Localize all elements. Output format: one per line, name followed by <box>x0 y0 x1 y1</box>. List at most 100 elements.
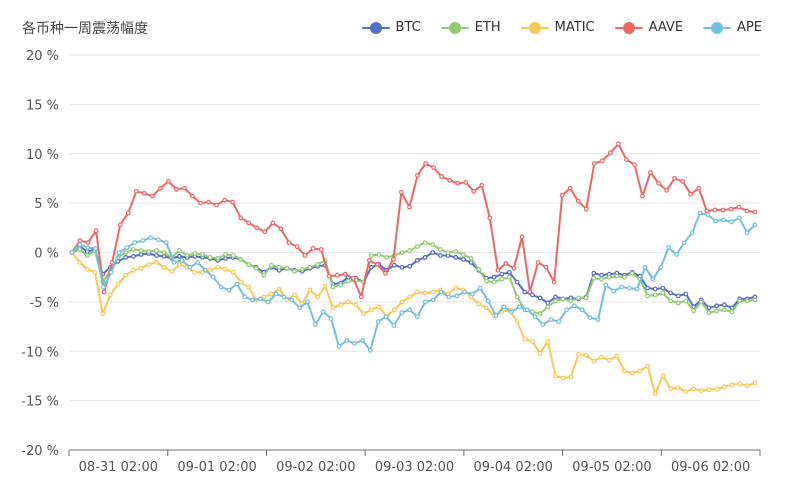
data-point <box>736 215 742 221</box>
data-point <box>706 387 712 393</box>
data-point <box>238 215 244 221</box>
data-point <box>161 250 167 255</box>
data-point <box>77 247 83 252</box>
data-point <box>84 253 90 258</box>
data-point <box>310 246 316 251</box>
data-point <box>704 208 710 214</box>
data-point <box>729 309 735 315</box>
data-point <box>697 210 703 216</box>
data-point <box>132 240 138 246</box>
data-point <box>238 279 244 285</box>
y-tick-label: 20 % <box>26 49 59 64</box>
data-point <box>92 269 98 275</box>
data-point <box>728 206 734 212</box>
data-point <box>101 289 107 295</box>
data-point <box>556 319 562 325</box>
data-point <box>752 209 758 215</box>
data-point <box>491 274 497 280</box>
data-point <box>606 357 612 363</box>
data-point <box>599 158 605 164</box>
data-point <box>153 260 159 265</box>
data-point <box>713 218 719 224</box>
legend-marker-icon <box>614 21 643 34</box>
data-point <box>190 193 195 199</box>
data-point <box>530 339 535 344</box>
data-point <box>484 305 489 311</box>
data-point <box>246 284 251 290</box>
data-point <box>334 272 340 278</box>
data-point <box>117 222 123 228</box>
data-point <box>344 338 350 343</box>
data-point <box>438 253 443 258</box>
data-point <box>153 253 159 258</box>
data-point <box>273 291 279 297</box>
legend[interactable]: BTC ETH MATIC AAVE APE <box>361 20 762 35</box>
data-point <box>477 285 483 291</box>
data-point <box>499 276 505 282</box>
x-tick-label: 08-31 02:00 <box>79 460 158 475</box>
data-point <box>422 240 428 246</box>
data-point <box>660 290 666 296</box>
data-point <box>315 294 321 300</box>
legend-item-ape[interactable]: APE <box>703 20 762 35</box>
data-point <box>155 237 161 243</box>
data-point <box>691 386 696 392</box>
data-point <box>721 384 727 390</box>
data-point <box>130 253 136 259</box>
data-point <box>522 337 528 342</box>
data-point <box>587 315 593 321</box>
data-point <box>627 285 632 291</box>
data-point <box>471 188 477 194</box>
data-point <box>174 186 179 192</box>
x-tick-label: 09-02 02:00 <box>276 460 355 475</box>
legend-item-matic[interactable]: MATIC <box>520 20 595 35</box>
data-point <box>146 249 152 254</box>
data-point <box>522 289 528 295</box>
data-point <box>313 322 318 328</box>
data-point <box>358 294 364 300</box>
data-point <box>265 299 271 305</box>
data-point <box>543 264 549 270</box>
legend-item-eth[interactable]: ETH <box>440 20 501 35</box>
data-point <box>207 254 213 260</box>
data-point <box>258 296 263 302</box>
data-point <box>399 189 404 195</box>
data-point <box>642 264 648 270</box>
data-point <box>171 260 177 265</box>
data-point <box>203 267 208 273</box>
data-point <box>269 262 274 268</box>
data-point <box>652 292 658 298</box>
legend-item-btc[interactable]: BTC <box>361 20 421 35</box>
data-point <box>261 294 267 300</box>
series-line-ape <box>71 212 756 352</box>
data-point <box>305 299 310 305</box>
data-point <box>595 317 601 323</box>
data-point <box>591 358 597 364</box>
data-point <box>675 385 681 391</box>
data-point <box>292 292 298 298</box>
x-tick-label: 09-06 02:00 <box>671 460 750 475</box>
data-point <box>645 285 650 291</box>
data-point <box>330 284 336 290</box>
data-point <box>138 252 144 257</box>
data-point <box>629 370 635 376</box>
data-point <box>591 270 597 276</box>
data-point <box>501 304 507 310</box>
data-point <box>675 300 681 306</box>
data-point <box>269 291 274 297</box>
data-point <box>545 300 551 306</box>
legend-item-aave[interactable]: AAVE <box>614 20 683 35</box>
data-point <box>524 307 530 313</box>
data-point <box>706 305 712 311</box>
data-point <box>368 253 374 258</box>
data-point <box>276 264 282 270</box>
legend-marker-icon <box>440 21 469 34</box>
data-point <box>200 252 205 257</box>
data-point <box>532 314 538 320</box>
data-point <box>568 374 574 380</box>
data-point <box>383 270 388 276</box>
data-point <box>744 383 750 389</box>
data-point <box>712 207 718 213</box>
data-point <box>414 289 420 295</box>
data-point <box>77 242 83 248</box>
